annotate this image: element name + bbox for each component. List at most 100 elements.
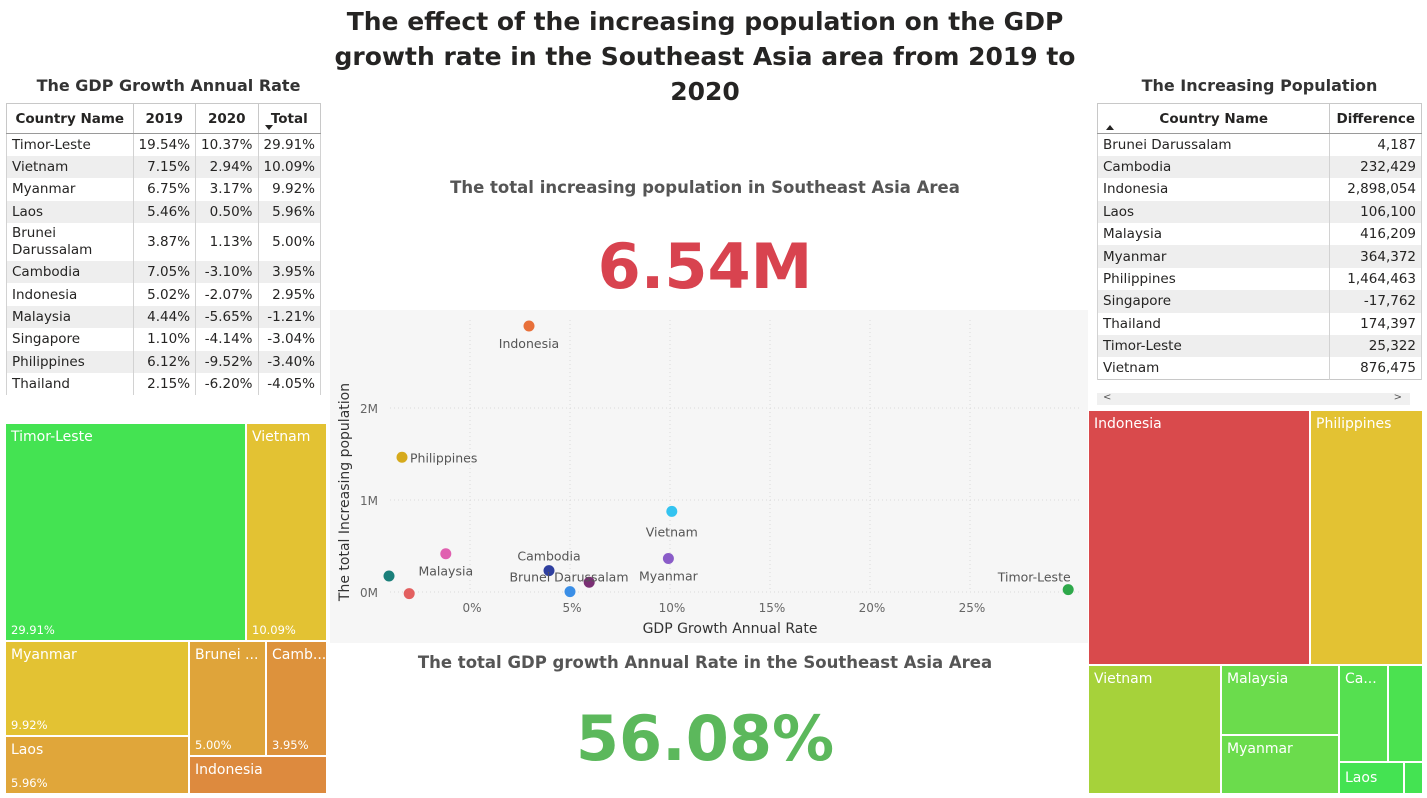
treemap-tile-value: 10.09% <box>252 623 296 637</box>
value-cell: 2,898,054 <box>1329 178 1422 201</box>
treemap-tile[interactable]: Myanmar 9.92% <box>5 641 189 736</box>
value-cell: 0.50% <box>195 200 259 224</box>
treemap-tile[interactable]: Ca... <box>1339 665 1388 762</box>
sort-descending-icon <box>264 125 273 130</box>
table-row[interactable]: Philippines 1,464,463 <box>1096 267 1422 291</box>
treemap-tile-label: Vietnam <box>1094 671 1153 687</box>
value-cell: 232,429 <box>1329 155 1422 179</box>
dashboard-title: The effect of the increasing population … <box>334 7 1076 106</box>
table-row[interactable]: Laos 106,100 <box>1096 200 1422 224</box>
treemap-tile[interactable]: Laos 5.96% <box>5 736 189 794</box>
treemap-tile[interactable]: Indonesia <box>189 756 327 794</box>
treemap-tile-label: Ca... <box>1345 671 1377 687</box>
treemap-tile[interactable]: Philippines <box>1310 410 1423 665</box>
value-cell: 5.02% <box>132 283 196 306</box>
treemap-tile-label: Indonesia <box>1094 416 1162 432</box>
population-table[interactable]: Country Name Difference Brunei Darussala… <box>1096 103 1422 381</box>
col-header-country-name[interactable]: Country Name <box>1096 103 1330 134</box>
horizontal-scrollbar[interactable]: < > <box>1097 392 1410 405</box>
data-point[interactable] <box>523 320 535 332</box>
data-point[interactable] <box>1062 584 1074 596</box>
col-header-2020[interactable]: 2020 <box>195 103 259 134</box>
treemap-tile[interactable]: Myanmar <box>1221 735 1339 794</box>
table-row[interactable]: Indonesia 5.02% -2.07% 2.95% <box>6 283 322 306</box>
table-row[interactable]: Singapore -17,762 <box>1096 290 1422 313</box>
value-cell: 5.00% <box>257 223 322 262</box>
table-row[interactable]: Vietnam 876,475 <box>1096 357 1422 380</box>
table-row[interactable]: Malaysia 416,209 <box>1096 223 1422 246</box>
data-point[interactable] <box>564 586 576 598</box>
point-label: Philippines <box>410 450 477 465</box>
table-row[interactable]: Timor-Leste 19.54% 10.37% 29.91% <box>6 133 322 156</box>
scroll-right-icon[interactable]: > <box>1393 392 1402 403</box>
col-header-total[interactable]: Total <box>257 103 322 134</box>
table-row[interactable]: Vietnam 7.15% 2.94% 10.09% <box>6 155 322 179</box>
table-row[interactable]: Indonesia 2,898,054 <box>1096 178 1422 201</box>
data-point[interactable] <box>583 576 595 588</box>
data-point[interactable] <box>543 565 555 577</box>
treemap-tile[interactable]: Laos <box>1339 762 1404 794</box>
value-cell: 3.87% <box>132 223 196 262</box>
point-label: Cambodia <box>517 549 580 564</box>
col-header-difference[interactable]: Difference <box>1329 103 1422 134</box>
treemap-tile[interactable]: Brunei ... 5.00% <box>189 641 266 756</box>
data-point[interactable] <box>403 588 415 600</box>
table-row[interactable]: Thailand 2.15% -6.20% -4.05% <box>6 373 322 396</box>
treemap-tile[interactable]: Timor-Leste 29.91% <box>5 423 246 641</box>
data-point[interactable] <box>662 552 674 564</box>
x-tick-label: 5% <box>562 601 581 615</box>
gdp-growth-table[interactable]: Country Name 2019 2020 Total Timor-Leste… <box>6 103 322 396</box>
col-header-country-name[interactable]: Country Name <box>6 103 134 134</box>
treemap-tile[interactable] <box>1388 665 1423 762</box>
country-cell: Brunei Darussalam <box>1096 133 1330 156</box>
country-cell: Brunei Darussalam <box>6 223 134 262</box>
value-cell: 2.95% <box>257 283 322 306</box>
table-row[interactable]: Cambodia 232,429 <box>1096 155 1422 179</box>
table-row[interactable]: Myanmar 6.75% 3.17% 9.92% <box>6 178 322 201</box>
treemap-tile[interactable]: Indonesia <box>1088 410 1310 665</box>
scroll-left-icon[interactable]: < <box>1103 392 1112 403</box>
treemap-tile-label: Myanmar <box>1227 741 1293 757</box>
country-cell: Timor-Leste <box>1096 335 1330 358</box>
gdp-table-title: The GDP Growth Annual Rate <box>36 76 301 95</box>
treemap-tile-label: Vietnam <box>252 429 311 445</box>
country-cell: Laos <box>1096 200 1330 224</box>
treemap-tile[interactable]: Camb... 3.95% <box>266 641 327 756</box>
data-point[interactable] <box>440 548 452 560</box>
data-point[interactable] <box>666 505 678 517</box>
population-card-title: The total increasing population in South… <box>450 178 960 197</box>
col-header-2019[interactable]: 2019 <box>132 103 196 134</box>
table-row[interactable]: Laos 5.46% 0.50% 5.96% <box>6 200 322 224</box>
point-label: Vietnam <box>646 524 698 539</box>
table-row[interactable]: Timor-Leste 25,322 <box>1096 335 1422 358</box>
table-row[interactable]: Myanmar 364,372 <box>1096 245 1422 268</box>
value-cell: 4,187 <box>1329 133 1422 156</box>
treemap-tile-label: Brunei ... <box>195 647 259 663</box>
table-row[interactable]: Philippines 6.12% -9.52% -3.40% <box>6 350 322 374</box>
treemap-tile[interactable]: Vietnam 10.09% <box>246 423 327 641</box>
scatter-chart[interactable]: 0M 1M 2M 0% 5% 10% 15% 20% 25% GDP Growth Annual … <box>330 310 1088 643</box>
x-tick-label: 20% <box>859 601 886 615</box>
treemap-tile-label: Myanmar <box>11 647 77 663</box>
table-row[interactable]: Brunei Darussalam 4,187 <box>1096 133 1422 156</box>
value-cell: 7.05% <box>132 261 196 284</box>
col-header-total-label: Total <box>270 110 308 127</box>
table-row[interactable]: Thailand 174,397 <box>1096 312 1422 336</box>
treemap-tile-label: Laos <box>1345 770 1378 786</box>
point-label: Brunei Darussalam <box>509 570 628 585</box>
treemap-tile-value: 5.00% <box>195 738 232 752</box>
data-point[interactable] <box>396 451 408 463</box>
treemap-tile[interactable]: Malaysia <box>1221 665 1339 735</box>
x-tick-label: 25% <box>959 601 986 615</box>
table-row[interactable]: Singapore 1.10% -4.14% -3.04% <box>6 328 322 351</box>
table-row[interactable]: Brunei Darussalam 3.87% 1.13% 5.00% <box>6 223 322 262</box>
country-cell: Indonesia <box>6 283 134 306</box>
table-row[interactable]: Cambodia 7.05% -3.10% 3.95% <box>6 261 322 284</box>
table-row[interactable]: Malaysia 4.44% -5.65% -1.21% <box>6 305 322 329</box>
treemap-tile[interactable]: Vietnam <box>1088 665 1221 794</box>
treemap-tile[interactable] <box>1404 762 1423 794</box>
data-point[interactable] <box>383 570 395 582</box>
gdp-card-value: 56.08% <box>575 702 835 775</box>
treemap-tile-value: 9.92% <box>11 718 48 732</box>
point-label: Indonesia <box>499 336 559 351</box>
